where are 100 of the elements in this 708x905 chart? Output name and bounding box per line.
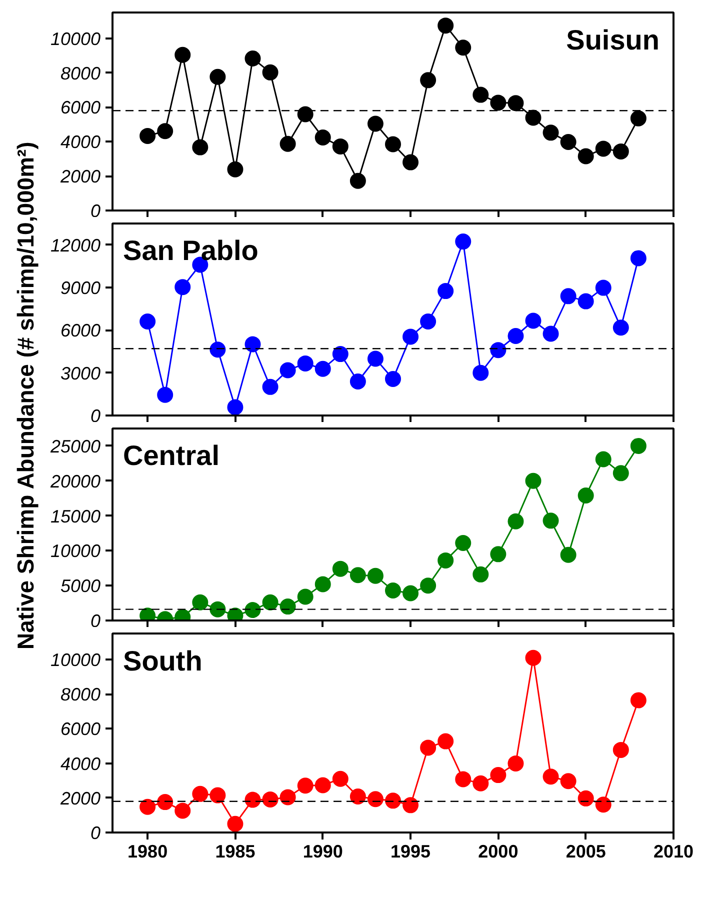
point xyxy=(367,350,384,367)
point xyxy=(280,362,296,378)
point xyxy=(192,786,208,802)
x-tick-label: 2005 xyxy=(566,842,606,862)
point xyxy=(438,552,454,568)
point xyxy=(560,546,576,563)
point xyxy=(560,134,576,150)
point xyxy=(210,601,226,618)
point xyxy=(157,386,174,403)
point xyxy=(578,148,594,164)
point xyxy=(210,342,226,358)
point xyxy=(490,94,506,111)
point xyxy=(314,360,331,377)
y-axis-title: Native Shrimp Abundance (# shrimp/10,000m²) xyxy=(12,142,39,650)
point xyxy=(297,588,314,605)
point xyxy=(542,326,559,342)
point xyxy=(210,787,226,804)
point xyxy=(630,110,646,126)
y-tick-label: 0 xyxy=(90,823,101,843)
y-tick-label: 10000 xyxy=(50,28,101,49)
point xyxy=(508,95,524,112)
x-tick-label: 1985 xyxy=(215,842,256,862)
point xyxy=(262,791,278,808)
point xyxy=(595,796,612,813)
point xyxy=(455,234,472,250)
point xyxy=(174,279,191,296)
point xyxy=(630,438,646,454)
y-tick-label: 3000 xyxy=(60,363,101,384)
point xyxy=(542,512,559,529)
chart-title: Suisun xyxy=(566,24,660,56)
point xyxy=(385,370,401,387)
y-tick-label: 0 xyxy=(90,611,101,631)
y-tick-label: 4000 xyxy=(60,132,101,152)
y-tick-label: 20000 xyxy=(49,471,101,492)
y-tick-label: 4000 xyxy=(60,754,101,774)
x-tick-label: 2010 xyxy=(653,842,694,862)
point xyxy=(350,788,366,804)
point xyxy=(280,136,296,152)
point xyxy=(472,566,489,582)
point xyxy=(490,546,506,562)
point xyxy=(192,594,208,610)
chart-title: South xyxy=(123,645,202,676)
point xyxy=(350,374,366,390)
y-tick-label: 10000 xyxy=(50,650,101,670)
point xyxy=(420,578,436,594)
point xyxy=(630,692,646,708)
point xyxy=(612,742,629,758)
point xyxy=(244,336,261,352)
point xyxy=(490,767,506,784)
y-tick-label: 10000 xyxy=(50,541,101,562)
point xyxy=(297,355,314,372)
point xyxy=(630,250,646,266)
point xyxy=(525,110,542,126)
point xyxy=(525,472,542,489)
point xyxy=(157,123,174,140)
point xyxy=(578,293,594,310)
point xyxy=(612,143,629,160)
point xyxy=(227,161,244,178)
chart-title: Central xyxy=(123,440,220,472)
point xyxy=(560,288,576,304)
y-tick-label: 8000 xyxy=(60,684,101,705)
point xyxy=(174,802,191,819)
point xyxy=(438,283,454,300)
point xyxy=(578,790,594,806)
point xyxy=(542,768,559,785)
y-tick-label: 9000 xyxy=(60,278,101,298)
y-tick-label: 5000 xyxy=(60,576,101,596)
point xyxy=(612,465,629,482)
point xyxy=(420,314,436,330)
point xyxy=(350,567,366,584)
point xyxy=(227,399,244,416)
point xyxy=(402,585,419,602)
point xyxy=(612,320,629,336)
point xyxy=(227,816,244,832)
point xyxy=(508,755,524,772)
chart-title: San Pablo xyxy=(123,235,258,266)
point xyxy=(578,488,594,504)
y-tick-label: 6000 xyxy=(60,98,101,118)
point xyxy=(402,797,419,814)
y-tick-label: 25000 xyxy=(49,436,101,456)
point xyxy=(314,130,331,146)
point xyxy=(385,582,401,598)
point xyxy=(192,139,208,156)
point xyxy=(455,771,472,788)
point xyxy=(350,172,366,189)
point xyxy=(472,86,489,103)
point xyxy=(314,576,331,592)
point xyxy=(314,777,331,794)
point xyxy=(297,778,314,794)
point xyxy=(280,789,296,806)
point xyxy=(420,72,436,88)
point xyxy=(140,128,156,144)
point xyxy=(157,794,174,810)
point xyxy=(262,64,278,80)
point xyxy=(402,328,419,345)
point xyxy=(508,328,524,344)
y-tick-label: 0 xyxy=(90,201,101,221)
point xyxy=(297,106,314,122)
x-tick-label: 2000 xyxy=(478,842,518,862)
point xyxy=(455,40,472,56)
